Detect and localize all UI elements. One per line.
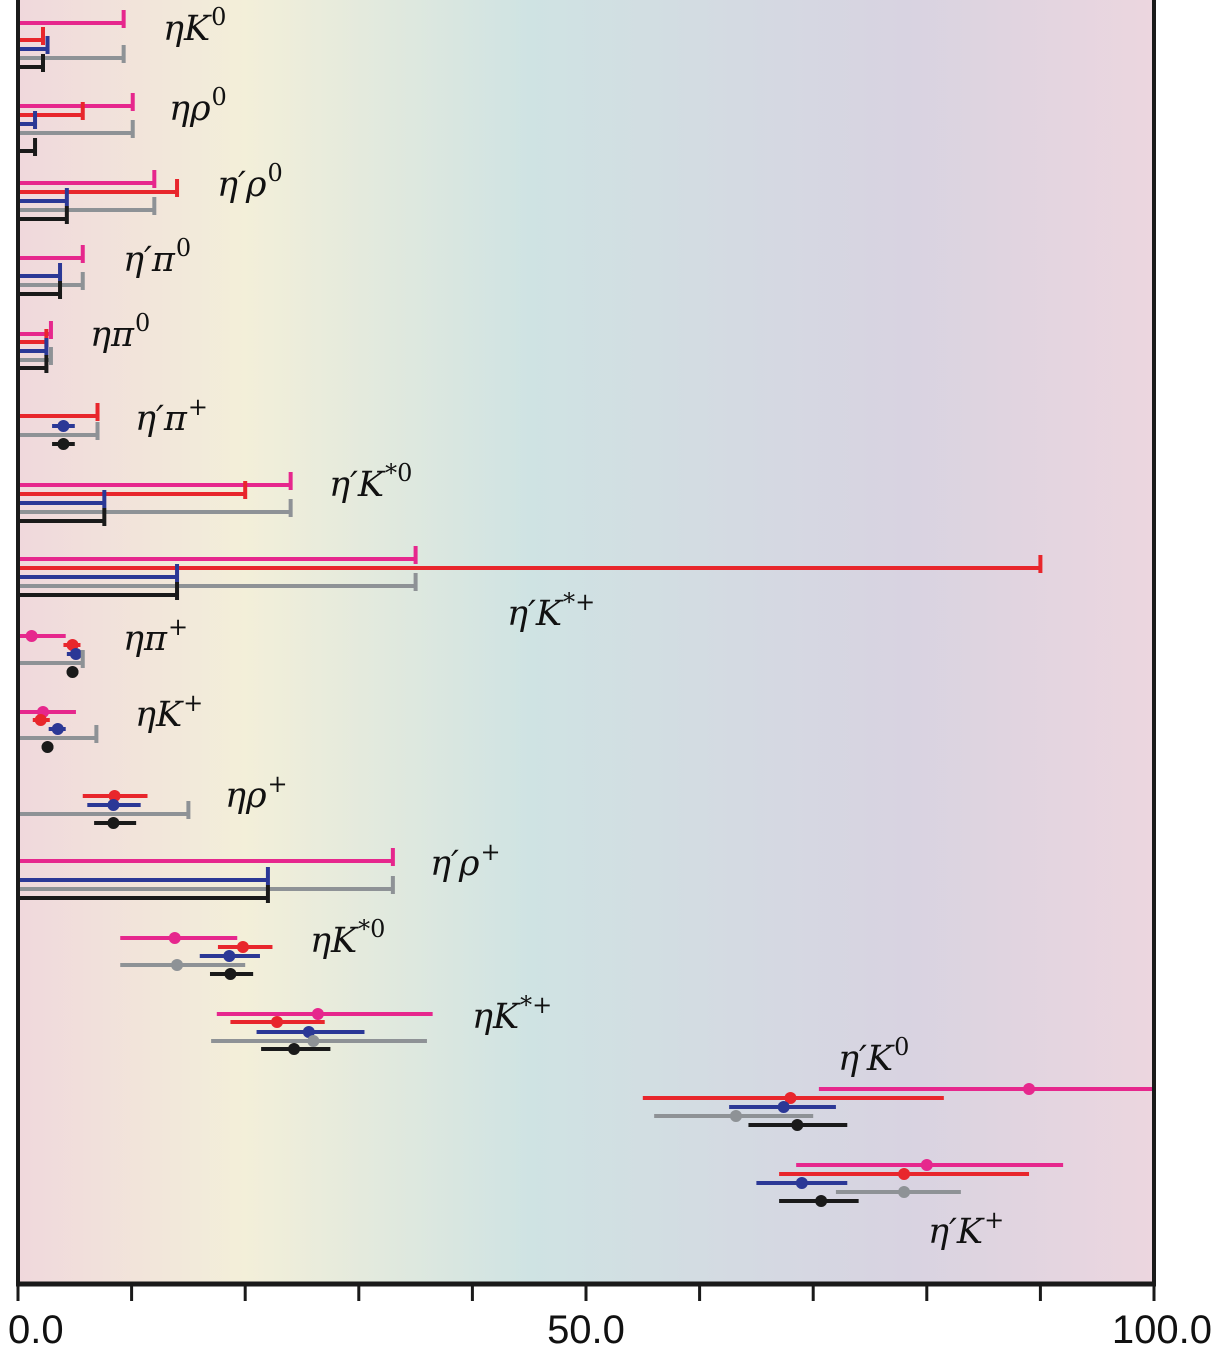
decay-label: η′K*+ bbox=[507, 588, 595, 634]
x-tick-label: 100.0 bbox=[1112, 1308, 1212, 1352]
data-marks bbox=[18, 10, 1154, 1207]
data-point bbox=[777, 1101, 790, 1113]
decay-label: ηρ0 bbox=[169, 83, 227, 129]
decay-label: η′π+ bbox=[135, 393, 208, 439]
data-point bbox=[920, 1159, 933, 1171]
group-6 bbox=[18, 472, 293, 526]
plot-background bbox=[18, 0, 1154, 1284]
data-point bbox=[57, 420, 70, 432]
group-2 bbox=[18, 170, 180, 224]
data-point bbox=[107, 799, 120, 811]
group-9 bbox=[18, 706, 99, 753]
data-point bbox=[311, 1008, 324, 1020]
group-4 bbox=[18, 321, 53, 373]
group-15 bbox=[756, 1159, 1064, 1207]
data-point bbox=[66, 666, 79, 678]
data-point bbox=[898, 1168, 911, 1180]
data-point bbox=[795, 1177, 808, 1189]
group-8 bbox=[18, 630, 85, 678]
group-5 bbox=[18, 403, 100, 450]
group-7 bbox=[18, 546, 1043, 600]
decay-label: ηK0 bbox=[163, 3, 226, 49]
group-14 bbox=[642, 1083, 1154, 1131]
data-point bbox=[51, 723, 64, 735]
data-point bbox=[236, 941, 249, 953]
data-point bbox=[302, 1026, 315, 1038]
data-point bbox=[69, 648, 82, 660]
group-12 bbox=[120, 932, 273, 980]
data-point bbox=[898, 1186, 911, 1198]
data-point bbox=[307, 1035, 320, 1047]
data-point bbox=[784, 1092, 797, 1104]
decay-label: η′K0 bbox=[838, 1033, 909, 1079]
data-point bbox=[791, 1119, 804, 1131]
data-point bbox=[1023, 1083, 1036, 1095]
data-point bbox=[41, 741, 54, 753]
data-point bbox=[223, 950, 236, 962]
group-10 bbox=[18, 790, 191, 829]
decay-label: η′ρ+ bbox=[430, 838, 501, 884]
data-point bbox=[815, 1195, 828, 1207]
x-axis-ticks: 0.0 50.0 100.0 bbox=[8, 1284, 1212, 1352]
data-point bbox=[171, 959, 184, 971]
group-1 bbox=[18, 93, 135, 156]
data-point bbox=[288, 1043, 301, 1055]
data-point bbox=[271, 1016, 284, 1028]
data-point bbox=[729, 1110, 742, 1122]
data-point bbox=[57, 438, 70, 450]
data-point bbox=[25, 630, 38, 642]
x-tick-label: 0.0 bbox=[8, 1308, 64, 1352]
group-3 bbox=[18, 245, 85, 299]
x-tick-label: 50.0 bbox=[547, 1308, 625, 1352]
data-point bbox=[107, 817, 120, 829]
data-point bbox=[108, 790, 121, 802]
group-11 bbox=[18, 848, 395, 903]
group-0 bbox=[18, 10, 126, 72]
data-point bbox=[168, 932, 181, 944]
group-13 bbox=[211, 1008, 433, 1055]
data-point bbox=[66, 639, 79, 651]
data-point bbox=[224, 968, 237, 980]
data-point bbox=[34, 714, 47, 726]
